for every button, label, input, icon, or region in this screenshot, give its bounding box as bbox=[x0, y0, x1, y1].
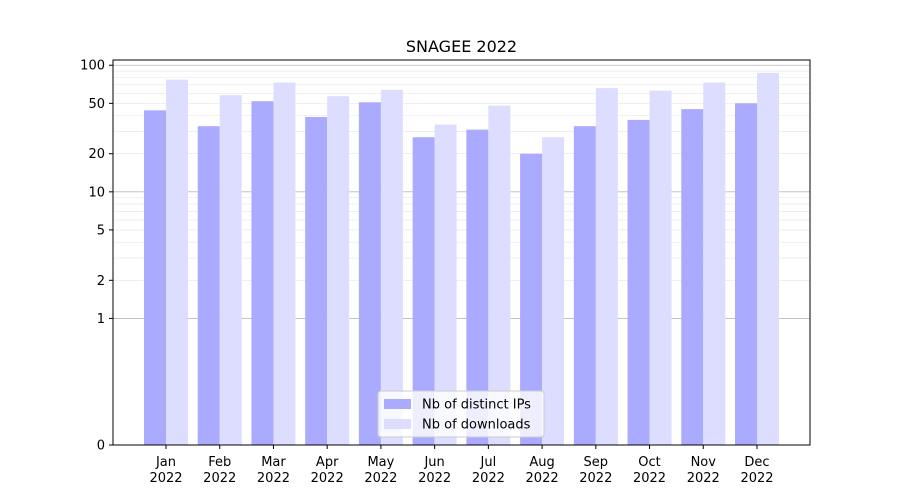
bar-distinct-ips-9 bbox=[573, 126, 596, 446]
x-tick-label: Nov 2022 bbox=[687, 455, 720, 486]
x-tick-label: Aug 2022 bbox=[526, 455, 559, 486]
legend-swatch-downloads bbox=[384, 419, 411, 429]
bar-distinct-ips-5 bbox=[358, 102, 381, 445]
bar-downloads-9 bbox=[595, 88, 618, 445]
bar-downloads-1 bbox=[166, 79, 188, 446]
legend-label-distinct-ips: Nb of distinct IPs bbox=[422, 398, 531, 413]
x-axis: Jan 2022 Feb 2022 Mar 2022 Apr 2022 May 2022 Jun 20… bbox=[149, 445, 774, 486]
bar-downloads-4 bbox=[327, 96, 350, 446]
y-tick-label: 0 bbox=[97, 439, 105, 454]
x-tick-label: Apr 2022 bbox=[311, 455, 344, 486]
bar-distinct-ips-11 bbox=[681, 109, 704, 446]
bar-distinct-ips-1 bbox=[144, 110, 166, 445]
bar-downloads-7 bbox=[488, 105, 511, 446]
bar-downloads-10 bbox=[649, 90, 672, 445]
x-tick-label: Mar 2022 bbox=[257, 455, 290, 486]
legend-label-downloads: Nb of downloads bbox=[422, 418, 531, 433]
y-axis: 0 1 2 5 10 20 50 100 bbox=[80, 59, 113, 454]
bar-downloads-5 bbox=[380, 89, 403, 445]
bar-downloads-12 bbox=[757, 72, 779, 446]
legend-box bbox=[377, 390, 545, 438]
bar-downloads-2 bbox=[219, 95, 242, 445]
y-tick-label: 2 bbox=[97, 274, 105, 289]
x-tick-label: May 2022 bbox=[364, 455, 397, 486]
y-tick-label: 50 bbox=[88, 97, 105, 112]
x-tick-label: Dec 2022 bbox=[740, 455, 773, 486]
bar-distinct-ips-7 bbox=[466, 129, 489, 445]
chart-title: SNAGEE 2022 bbox=[406, 37, 517, 56]
x-tick-label: Feb 2022 bbox=[203, 455, 236, 486]
bar-distinct-ips-8 bbox=[520, 153, 543, 446]
bar-distinct-ips-2 bbox=[197, 126, 220, 446]
bar-downloads-3 bbox=[273, 82, 296, 445]
bar-downloads-6 bbox=[434, 124, 457, 445]
x-tick-label: Jan 2022 bbox=[149, 455, 182, 486]
y-tick-label: 5 bbox=[97, 223, 105, 238]
y-tick-label: 100 bbox=[80, 59, 105, 74]
legend: Nb of distinct IPs Nb of downloads bbox=[377, 390, 545, 438]
legend-swatch-distinct-ips bbox=[384, 399, 411, 409]
bar-distinct-ips-3 bbox=[251, 101, 274, 446]
x-tick-label: Sep 2022 bbox=[579, 455, 612, 486]
y-tick-label: 20 bbox=[88, 147, 105, 162]
x-tick-label: Oct 2022 bbox=[633, 455, 666, 486]
bar-downloads-11 bbox=[703, 82, 726, 445]
bar-downloads-8 bbox=[542, 137, 565, 446]
y-tick-label: 10 bbox=[88, 185, 105, 200]
x-tick-label: Jun 2022 bbox=[418, 455, 451, 486]
bar-distinct-ips-6 bbox=[412, 137, 435, 446]
bars bbox=[144, 72, 779, 446]
bar-distinct-ips-10 bbox=[627, 119, 650, 445]
y-tick-label: 1 bbox=[97, 312, 105, 327]
plot-frame bbox=[112, 59, 811, 446]
x-tick-label: Jul 2022 bbox=[472, 455, 505, 486]
bar-distinct-ips-12 bbox=[735, 103, 757, 445]
bar-distinct-ips-4 bbox=[305, 117, 328, 446]
